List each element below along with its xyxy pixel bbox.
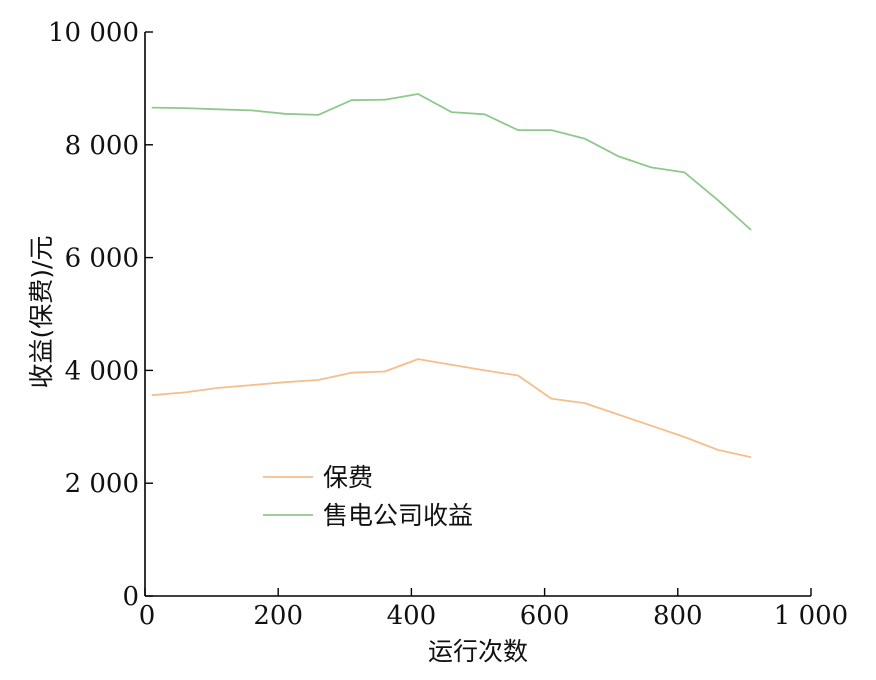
x-tick-label: 600 — [520, 601, 570, 631]
axes — [144, 32, 811, 597]
series-line-1 — [151, 358, 752, 459]
legend-label: 售电公司收益 — [323, 501, 473, 530]
x-tick-label: 1 000 — [774, 601, 848, 631]
y-axis-title: 收益(保费)/元 — [27, 236, 56, 389]
x-tick-label: 400 — [387, 601, 437, 631]
y-tick-label: 4 000 — [65, 356, 139, 386]
y-ticks: 0 2 000 4 000 6 000 8 000 10 000 — [48, 18, 153, 612]
x-tick-label: 200 — [253, 601, 303, 631]
x-ticks: 0 200 400 600 800 1 000 — [139, 588, 848, 631]
x-tick-label: 800 — [653, 601, 703, 631]
y-tick-label: 8 000 — [65, 131, 139, 161]
legend-label: 保费 — [323, 463, 373, 492]
y-tick-label: 0 — [122, 582, 139, 612]
x-axis-title: 运行次数 — [428, 637, 528, 666]
y-tick-label: 6 000 — [65, 244, 139, 274]
y-tick-label: 2 000 — [65, 469, 139, 499]
x-tick-label: 0 — [139, 601, 156, 631]
series-line-2 — [151, 93, 752, 231]
series-group — [151, 93, 752, 459]
y-tick-label: 10 000 — [48, 18, 139, 48]
